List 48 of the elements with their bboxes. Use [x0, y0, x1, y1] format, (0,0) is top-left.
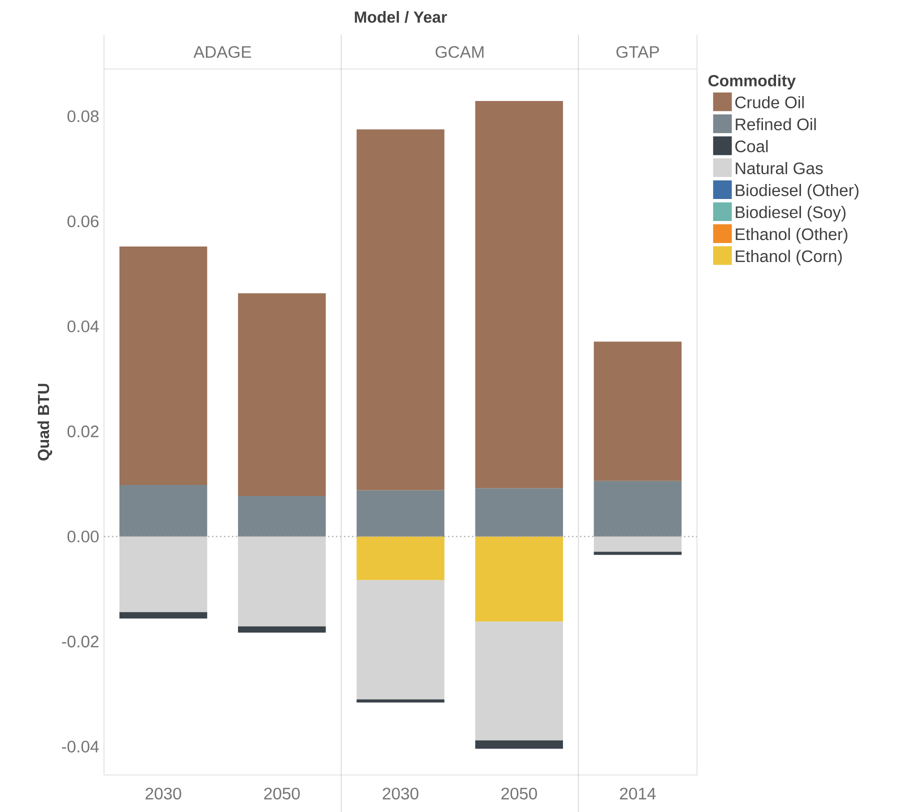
bar	[119, 612, 208, 618]
text: GTAP	[616, 46, 659, 58]
y-tick-label: 0.02	[68, 426, 98, 438]
legend-label: Natural Gas	[736, 162, 823, 174]
bar	[356, 129, 444, 490]
y-tick-label: 0.06	[68, 215, 99, 228]
y-tick-label: 0.08	[68, 110, 99, 122]
text: ADAGE	[193, 46, 252, 58]
bar	[238, 496, 326, 537]
y-tick-label: -0.02	[62, 636, 98, 648]
legend-label: Biodiesel (Other)	[736, 184, 858, 200]
bar	[119, 536, 208, 612]
bar	[475, 740, 563, 749]
x-tick-label: 2050	[264, 788, 300, 800]
bar	[356, 580, 444, 700]
legend-label: Ethanol (Corn)	[736, 250, 842, 266]
x-tick-label: 2014	[620, 788, 656, 800]
bar	[594, 536, 682, 552]
bar	[238, 536, 326, 626]
y-tick-label: -0.04	[62, 740, 99, 753]
legend-label: Biodiesel (Soy)	[736, 206, 846, 222]
bar	[475, 101, 563, 488]
bar	[475, 536, 563, 622]
bar	[594, 552, 682, 555]
bar	[238, 626, 326, 633]
y-tick-label: 0.04	[68, 320, 99, 332]
y-axis-title: Quad BTU	[37, 384, 52, 460]
legend-label: Coal	[735, 140, 768, 152]
text: GCAM	[436, 46, 484, 58]
chart-title: Model / Year	[354, 11, 447, 23]
bar	[594, 480, 682, 537]
bar	[475, 488, 563, 537]
y-tick-label: 0.00	[68, 530, 99, 542]
bar	[119, 485, 208, 537]
bar	[475, 622, 563, 740]
legend-label: Ethanol (Other)	[736, 228, 848, 244]
x-tick-label: 2030	[146, 788, 182, 800]
legend-label: Refined Oil	[736, 118, 816, 130]
bar	[238, 293, 326, 496]
legend-label: Crude Oil	[735, 96, 804, 108]
bar	[119, 246, 208, 486]
x-tick-label: 2030	[382, 788, 418, 800]
bar	[594, 342, 682, 481]
legend-title: Commodity	[708, 74, 796, 90]
bar	[356, 699, 444, 702]
bar	[356, 536, 444, 580]
x-tick-label: 2050	[501, 788, 537, 800]
bar	[356, 490, 444, 537]
